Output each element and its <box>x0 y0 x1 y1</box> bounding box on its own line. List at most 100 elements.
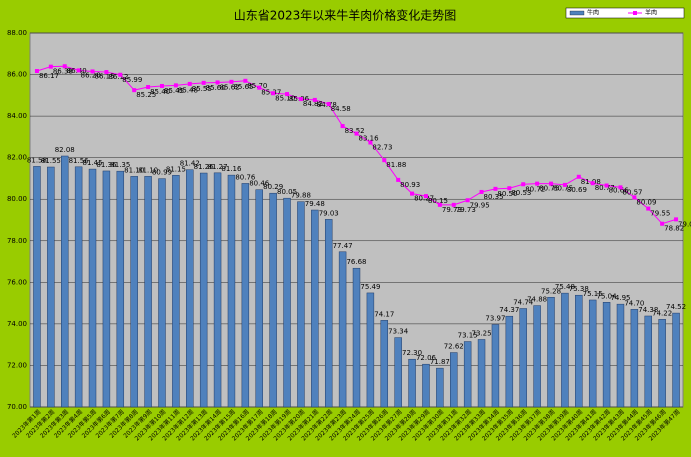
bar <box>408 358 416 408</box>
point <box>493 186 498 191</box>
data-label: 71.87 <box>430 358 450 366</box>
legend-label: 牛肉 <box>587 9 599 17</box>
data-label: 86.17 <box>39 72 59 80</box>
bar <box>311 209 319 408</box>
bar <box>436 367 444 408</box>
data-label: 85.65 <box>233 83 253 91</box>
data-label: 85.99 <box>122 76 142 84</box>
data-label: 77.47 <box>333 242 353 250</box>
data-label: 73.15 <box>458 332 478 340</box>
data-label: 80.69 <box>567 186 587 194</box>
point <box>423 194 428 199</box>
data-label: 81.36 <box>96 161 117 169</box>
y-tick-label: 86.00 <box>7 71 27 79</box>
bar <box>130 176 138 408</box>
point <box>479 189 484 194</box>
data-label: 80.15 <box>428 197 448 205</box>
data-label: 84.82 <box>303 100 323 108</box>
bar <box>102 170 111 408</box>
data-label: 85.45 <box>164 87 184 95</box>
point <box>118 72 123 77</box>
bar <box>116 170 125 408</box>
point <box>215 80 220 85</box>
point <box>562 182 567 187</box>
data-label: 79.73 <box>456 206 476 214</box>
point <box>507 186 512 191</box>
data-label: 81.42 <box>180 160 200 168</box>
data-label: 79.73 <box>442 206 462 214</box>
bar <box>561 292 569 408</box>
bar <box>47 166 55 408</box>
data-label: 81.10 <box>138 166 158 174</box>
bar <box>88 168 97 408</box>
data-label: 74.17 <box>374 310 394 318</box>
data-label: 79.55 <box>650 210 670 218</box>
data-label: 82.73 <box>372 143 392 151</box>
point <box>382 158 387 163</box>
point <box>201 80 206 85</box>
bar <box>227 174 236 408</box>
point <box>132 88 137 93</box>
data-label: 75.04 <box>597 292 618 300</box>
data-label: 72.62 <box>444 343 464 351</box>
point <box>451 202 456 207</box>
data-label: 74.38 <box>638 306 658 314</box>
point <box>437 202 442 207</box>
point <box>368 140 373 145</box>
point <box>410 191 415 196</box>
point <box>660 221 665 226</box>
point <box>104 70 109 75</box>
bar <box>547 297 555 408</box>
data-label: 80.29 <box>263 183 283 191</box>
point <box>243 78 248 83</box>
data-label: 81.58 <box>27 156 47 164</box>
point <box>521 182 526 187</box>
data-label: 81.15 <box>166 165 186 173</box>
bar <box>241 183 250 408</box>
data-label: 82.08 <box>55 146 75 154</box>
data-label: 75.49 <box>360 283 380 291</box>
data-label: 75.38 <box>569 285 589 293</box>
y-tick-label: 78.00 <box>7 237 27 245</box>
point <box>576 174 581 179</box>
bar <box>630 309 639 408</box>
bar <box>463 341 472 408</box>
point <box>271 91 276 96</box>
bar <box>505 315 514 408</box>
bar <box>255 189 263 408</box>
bar <box>74 166 83 408</box>
data-label: 85.10 <box>275 94 295 102</box>
data-label: 86.20 <box>81 71 101 79</box>
data-label: 85.62 <box>220 83 240 91</box>
bar <box>644 315 652 408</box>
point <box>257 85 262 90</box>
point <box>354 131 359 136</box>
data-label: 85.40 <box>150 88 170 96</box>
bar <box>199 172 208 408</box>
bar <box>422 363 430 408</box>
data-label: 72.06 <box>416 354 437 362</box>
point <box>62 64 67 69</box>
point <box>159 83 164 88</box>
data-label: 86.38 <box>53 68 73 76</box>
point <box>590 181 595 186</box>
data-label: 80.57 <box>622 188 642 196</box>
bar <box>213 172 222 408</box>
y-tick-label: 74.00 <box>7 320 27 328</box>
point <box>173 83 178 88</box>
point <box>604 183 609 188</box>
bar <box>658 319 666 408</box>
bar <box>297 201 305 408</box>
y-tick-label: 82.00 <box>7 154 27 162</box>
bar <box>352 267 361 408</box>
data-label: 80.99 <box>152 169 172 177</box>
data-label: 79.03 <box>319 209 339 217</box>
data-label: 85.60 <box>206 84 226 92</box>
bar <box>33 166 41 408</box>
data-label: 79.48 <box>305 200 325 208</box>
bar <box>588 299 597 408</box>
data-label: 80.46 <box>249 180 270 188</box>
data-label: 74.70 <box>624 299 644 307</box>
point <box>326 102 331 107</box>
